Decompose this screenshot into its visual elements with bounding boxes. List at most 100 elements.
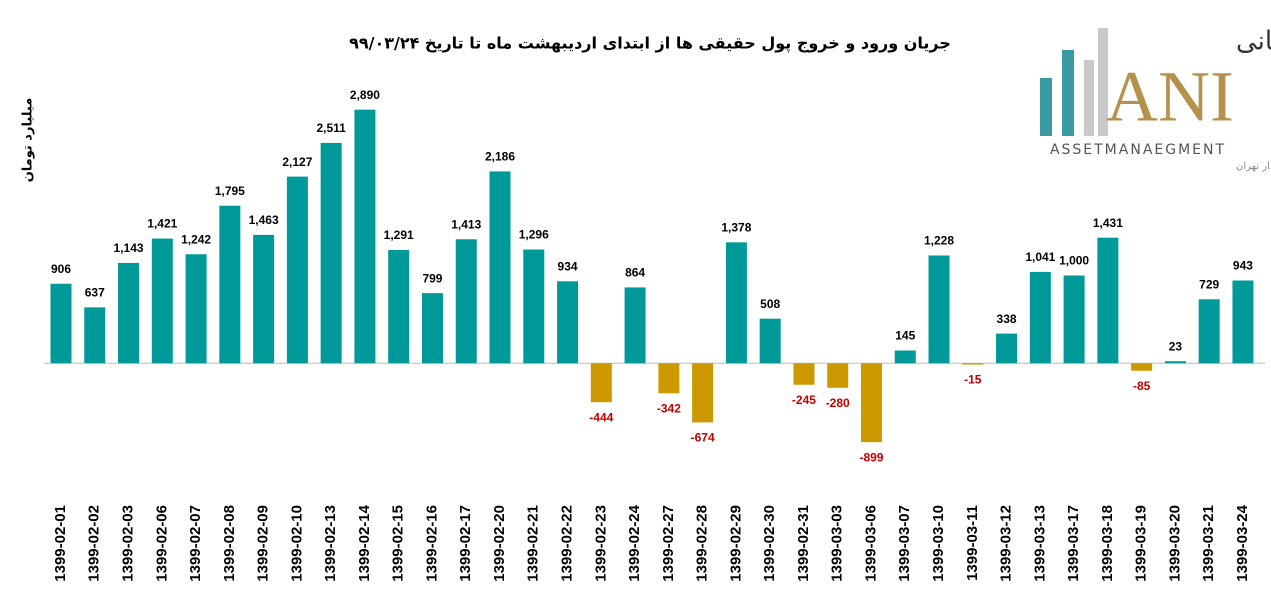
- value-label: 1,296: [519, 228, 549, 242]
- value-label: 1,041: [1025, 250, 1055, 264]
- bar: [1232, 280, 1254, 364]
- x-tick-label: 1399-03-03: [829, 505, 846, 582]
- x-tick-label: 1399-02-02: [86, 505, 103, 582]
- logo-mark: ANI: [1106, 57, 1234, 137]
- x-tick-label: 1399-02-24: [626, 504, 643, 581]
- bar: [692, 363, 714, 423]
- bar: [84, 307, 106, 364]
- x-tick-label: 1399-03-07: [896, 505, 913, 582]
- value-label: -342: [657, 401, 681, 415]
- bar: [50, 283, 72, 364]
- x-tick-label: 1399-02-10: [288, 505, 305, 582]
- bar: [1131, 363, 1153, 371]
- x-tick-label: 1399-03-10: [930, 505, 947, 582]
- bar: [1097, 237, 1119, 364]
- value-label: 906: [51, 262, 71, 276]
- x-tick-label: 1399-02-15: [390, 505, 407, 582]
- value-label: 1,291: [384, 228, 414, 242]
- value-label: 799: [422, 271, 442, 285]
- x-tick-label: 1399-02-22: [559, 505, 576, 582]
- x-tick-label: 1399-02-13: [322, 505, 339, 582]
- bar: [185, 254, 207, 364]
- x-tick-label: 1399-02-20: [491, 505, 508, 582]
- value-label: 2,127: [282, 155, 312, 169]
- bar: [894, 350, 916, 364]
- value-label: 1,413: [451, 217, 481, 231]
- bar: [1164, 361, 1186, 364]
- bar: [928, 255, 950, 364]
- value-label: 2,511: [316, 121, 346, 135]
- bar: [996, 333, 1018, 364]
- value-label: 2,186: [485, 150, 515, 164]
- x-tick-label: 1399-02-01: [52, 505, 69, 582]
- bar: [354, 109, 376, 364]
- value-label: -15: [964, 373, 982, 387]
- x-tick-label: 1399-02-06: [153, 505, 170, 582]
- x-tick-label: 1399-03-24: [1234, 504, 1251, 581]
- x-tick-label: 1399-03-20: [1166, 505, 1183, 582]
- value-label: -245: [792, 393, 816, 407]
- logo-bar: [1062, 50, 1074, 136]
- bar: [860, 363, 882, 443]
- bar: [253, 234, 275, 364]
- value-label: 637: [85, 286, 105, 300]
- value-label: -280: [826, 396, 850, 410]
- bar: [725, 242, 747, 364]
- value-label: 508: [760, 297, 780, 311]
- x-tick-label: 1399-02-03: [120, 505, 137, 582]
- bar: [151, 238, 173, 364]
- value-label: 1,242: [181, 232, 211, 246]
- x-tick-label: 1399-03-12: [998, 505, 1015, 582]
- value-label: 864: [625, 266, 645, 280]
- logo-bar: [1040, 78, 1052, 136]
- bar: [557, 281, 579, 364]
- value-label: -674: [691, 431, 715, 445]
- value-label: 1,378: [721, 221, 751, 235]
- value-label: 729: [1199, 277, 1219, 291]
- x-tick-label: 1399-03-11: [964, 505, 981, 581]
- x-tick-label: 1399-03-06: [862, 505, 879, 582]
- value-label: 1,228: [924, 234, 954, 248]
- value-label: 2,890: [350, 88, 380, 102]
- value-label: 943: [1233, 259, 1253, 273]
- bar: [590, 363, 612, 403]
- logo-bar: [1084, 60, 1094, 136]
- logo-subtitle: ASSETMANAEGMENT: [1050, 142, 1226, 158]
- bar: [827, 363, 849, 388]
- value-label: 23: [1169, 339, 1183, 353]
- bar: [624, 287, 646, 364]
- x-tick-label: 1399-02-09: [255, 505, 272, 582]
- bar: [455, 239, 477, 364]
- value-label: 1,000: [1059, 254, 1089, 268]
- x-tick-label: 1399-02-31: [795, 505, 812, 582]
- x-tick-label: 1399-03-13: [1031, 505, 1048, 582]
- x-tick-label: 1399-03-18: [1099, 505, 1116, 582]
- bar: [658, 363, 680, 394]
- bar: [962, 363, 984, 365]
- chart-title: جریان ورود و خروج پول حقیقی ها از ابتدای…: [349, 34, 951, 54]
- bar: [1029, 271, 1051, 364]
- bar: [793, 363, 815, 385]
- bar: [388, 249, 410, 364]
- value-label: -899: [859, 450, 883, 464]
- x-tick-label: 1399-02-29: [727, 505, 744, 582]
- x-tick-label: 1399-03-17: [1065, 505, 1082, 582]
- x-tick-label: 1399-03-19: [1133, 505, 1150, 582]
- x-tick-label: 1399-02-16: [423, 505, 440, 582]
- value-label: 338: [997, 312, 1017, 326]
- x-tick-label: 1399-02-14: [356, 504, 373, 581]
- bar: [219, 205, 241, 364]
- value-label: 934: [558, 259, 578, 273]
- x-tick-label: 1399-02-28: [694, 505, 711, 582]
- x-tick-label: 1399-02-21: [525, 505, 542, 582]
- value-label: -85: [1133, 379, 1151, 393]
- logo: سبدگردان مانی ANI ASSETMANAEGMENT تحت نظ…: [1040, 26, 1271, 172]
- x-tick-label: 1399-02-27: [660, 505, 677, 582]
- bar: [1063, 275, 1085, 364]
- bar: [759, 318, 781, 364]
- bar: [1198, 299, 1220, 364]
- bar: [523, 249, 545, 364]
- x-tick-label: 1399-02-07: [187, 505, 204, 582]
- bar: [421, 293, 443, 364]
